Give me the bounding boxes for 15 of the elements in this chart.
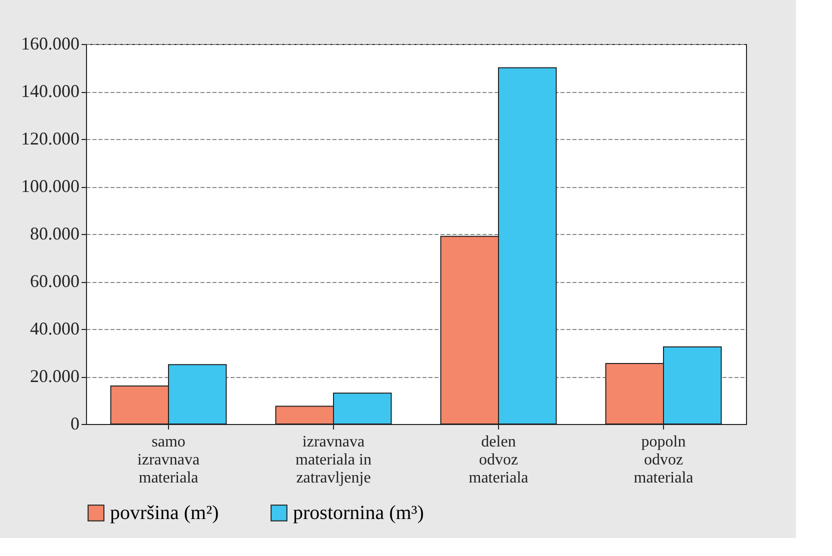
- y-tick-label: 80.000: [30, 224, 80, 244]
- x-tick-label: delen odvoz materiala: [468, 434, 528, 486]
- x-tick-label: popoln odvoz materiala: [634, 434, 694, 486]
- legend-label: površina (m²): [110, 502, 219, 524]
- x-tick-label: izravnava materiala in zatravljenje: [296, 434, 372, 486]
- y-tick-label: 60.000: [30, 271, 80, 291]
- y-tick-label: 100.000: [21, 176, 80, 196]
- legend-label: prostornina (m³): [293, 502, 424, 524]
- y-tick-label: 160.000: [21, 34, 80, 54]
- y-tick-label: 120.000: [21, 128, 80, 148]
- y-tick-label: 140.000: [21, 81, 80, 101]
- y-tick-label: 20.000: [30, 366, 80, 386]
- y-tick-label: 0: [70, 414, 80, 434]
- y-tick-label: 40.000: [30, 318, 80, 338]
- x-tick-label: samo izravnava materiala: [137, 434, 200, 486]
